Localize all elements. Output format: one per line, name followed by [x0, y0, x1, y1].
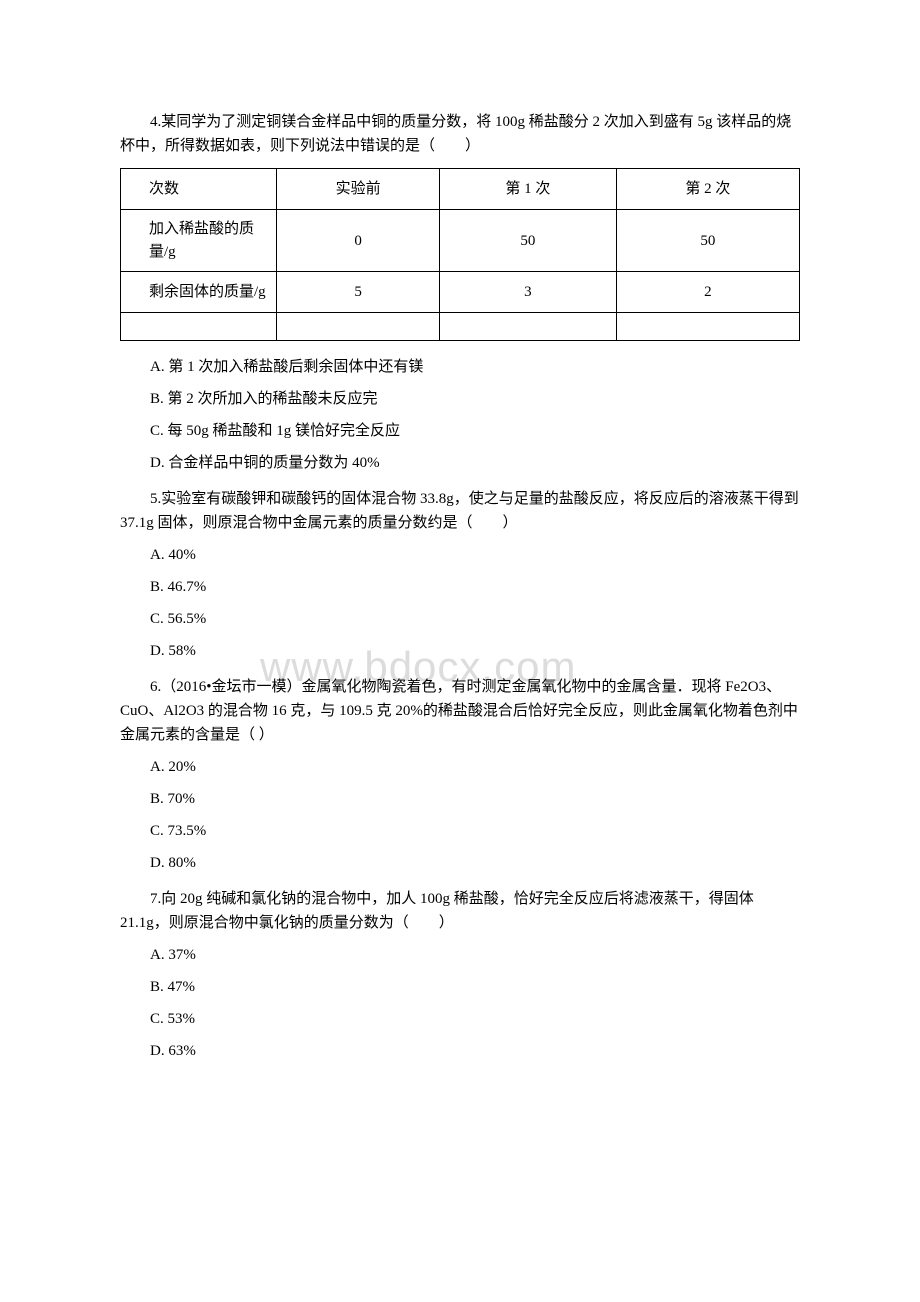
cell [121, 313, 277, 341]
table-row [121, 313, 800, 341]
q7-option-b: B. 47% [120, 975, 800, 999]
cell: 实验前 [277, 169, 440, 210]
q6-option-d: D. 80% [120, 851, 800, 875]
q6-option-c: C. 73.5% [120, 819, 800, 843]
q6-stem: 6.（2016•金坛市一模）金属氧化物陶瓷着色，有时测定金属氧化物中的金属含量．… [120, 675, 800, 747]
q7-option-d: D. 63% [120, 1039, 800, 1063]
cell: 50 [440, 210, 617, 272]
cell: 3 [440, 272, 617, 313]
cell: 2 [616, 272, 799, 313]
q4-option-a: A. 第 1 次加入稀盐酸后剩余固体中还有镁 [120, 355, 800, 379]
cell: 剩余固体的质量/g [121, 272, 277, 313]
q6-option-b: B. 70% [120, 787, 800, 811]
cell: 0 [277, 210, 440, 272]
q5-option-a: A. 40% [120, 543, 800, 567]
q5-option-c: C. 56.5% [120, 607, 800, 631]
q4-option-d: D. 合金样品中铜的质量分数为 40% [120, 451, 800, 475]
q4-table: 次数 实验前 第 1 次 第 2 次 加入稀盐酸的质量/g 0 50 50 剩余… [120, 168, 800, 341]
q7-option-a: A. 37% [120, 943, 800, 967]
cell: 第 1 次 [440, 169, 617, 210]
cell [277, 313, 440, 341]
q4-stem: 4.某同学为了测定铜镁合金样品中铜的质量分数，将 100g 稀盐酸分 2 次加入… [120, 110, 800, 158]
table-row: 剩余固体的质量/g 5 3 2 [121, 272, 800, 313]
q5-stem: 5.实验室有碳酸钾和碳酸钙的固体混合物 33.8g，使之与足量的盐酸反应，将反应… [120, 487, 800, 535]
table-row: 加入稀盐酸的质量/g 0 50 50 [121, 210, 800, 272]
cell: 次数 [121, 169, 277, 210]
q6-option-a: A. 20% [120, 755, 800, 779]
cell: 5 [277, 272, 440, 313]
cell: 加入稀盐酸的质量/g [121, 210, 277, 272]
q4-option-c: C. 每 50g 稀盐酸和 1g 镁恰好完全反应 [120, 419, 800, 443]
cell [616, 313, 799, 341]
table-row: 次数 实验前 第 1 次 第 2 次 [121, 169, 800, 210]
cell: 第 2 次 [616, 169, 799, 210]
cell [440, 313, 617, 341]
q5-option-d: D. 58% [120, 639, 800, 663]
q4-option-b: B. 第 2 次所加入的稀盐酸未反应完 [120, 387, 800, 411]
cell: 50 [616, 210, 799, 272]
q5-option-b: B. 46.7% [120, 575, 800, 599]
q7-option-c: C. 53% [120, 1007, 800, 1031]
q7-stem: 7.向 20g 纯碱和氯化钠的混合物中，加人 100g 稀盐酸，恰好完全反应后将… [120, 887, 800, 935]
